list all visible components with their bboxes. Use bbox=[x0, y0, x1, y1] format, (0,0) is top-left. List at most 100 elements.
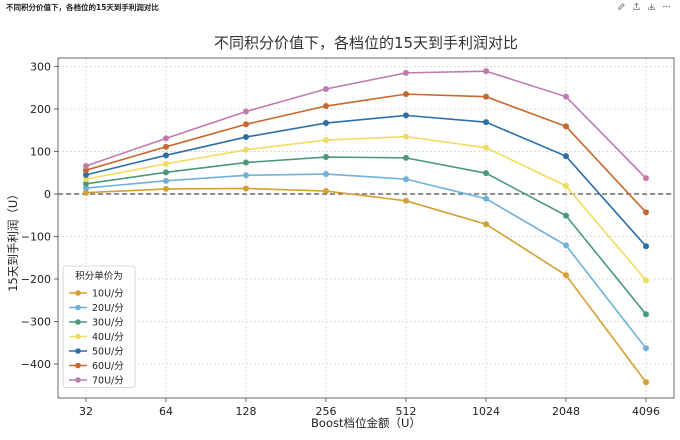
data-point bbox=[243, 134, 249, 141]
data-point bbox=[563, 272, 569, 279]
data-point bbox=[643, 277, 649, 284]
data-point bbox=[563, 242, 569, 249]
data-point bbox=[163, 143, 169, 150]
legend-swatch-marker bbox=[75, 362, 81, 369]
series-line bbox=[85, 173, 647, 349]
data-point bbox=[483, 68, 489, 75]
data-point bbox=[83, 180, 89, 187]
data-point bbox=[83, 185, 89, 192]
data-point bbox=[563, 182, 569, 189]
data-point bbox=[83, 167, 89, 174]
legend-entry-label: 40U/分 bbox=[92, 332, 124, 343]
legend-title: 积分单价为 bbox=[75, 270, 123, 282]
data-point bbox=[643, 311, 649, 318]
data-point bbox=[243, 172, 249, 179]
share-icon[interactable] bbox=[631, 1, 642, 12]
data-point bbox=[323, 120, 329, 127]
data-point bbox=[243, 108, 249, 115]
x-tick-label: 64 bbox=[159, 405, 173, 418]
data-point bbox=[243, 159, 249, 166]
legend-entry-label: 70U/分 bbox=[92, 376, 124, 387]
data-point bbox=[483, 195, 489, 202]
data-point bbox=[403, 154, 409, 161]
data-point bbox=[163, 185, 169, 192]
x-tick-label: 256 bbox=[316, 405, 337, 418]
series-line bbox=[85, 93, 647, 213]
data-point bbox=[163, 160, 169, 167]
data-point bbox=[483, 221, 489, 228]
more-icon[interactable] bbox=[661, 1, 672, 12]
y-tick-label: 300 bbox=[30, 61, 51, 74]
data-point bbox=[323, 154, 329, 161]
data-point bbox=[83, 171, 89, 178]
data-point bbox=[403, 197, 409, 204]
x-tick-label: 4096 bbox=[632, 405, 660, 418]
data-point bbox=[643, 209, 649, 216]
legend-entry-label: 50U/分 bbox=[92, 347, 124, 358]
series-line bbox=[85, 70, 647, 179]
legend-swatch-marker bbox=[75, 377, 81, 383]
series-line bbox=[85, 114, 647, 247]
legend-entry-label: 30U/分 bbox=[92, 318, 124, 329]
series-line bbox=[85, 156, 647, 315]
data-point bbox=[323, 137, 329, 144]
data-point bbox=[403, 112, 409, 119]
legend-swatch-marker bbox=[75, 304, 81, 311]
toolbar bbox=[616, 1, 672, 12]
x-tick-label: 2048 bbox=[552, 405, 580, 418]
legend-swatch-marker bbox=[75, 290, 81, 296]
series-line bbox=[85, 135, 647, 281]
data-point bbox=[563, 212, 569, 219]
data-point bbox=[643, 345, 649, 352]
data-point bbox=[163, 135, 169, 142]
y-tick-label: −300 bbox=[21, 316, 51, 329]
data-point bbox=[483, 170, 489, 177]
data-point bbox=[643, 243, 649, 250]
legend-swatch-marker bbox=[75, 319, 81, 325]
data-point bbox=[243, 146, 249, 153]
line-chart: 不同积分价值下，各档位的15天到手利润对比 Boost档位金额（U） 15天到手… bbox=[6, 34, 675, 430]
page-title: 不同积分价值下，各档位的15天到手利润对比 bbox=[6, 3, 159, 12]
series-line bbox=[85, 187, 647, 383]
y-tick-label: −100 bbox=[21, 231, 51, 244]
x-tick-label: 128 bbox=[236, 405, 257, 418]
data-point bbox=[83, 162, 89, 169]
data-point bbox=[323, 103, 329, 110]
data-point bbox=[163, 152, 169, 159]
x-tick-label: 512 bbox=[396, 405, 417, 418]
chart-title: 不同积分价值下，各档位的15天到手利润对比 bbox=[214, 34, 518, 52]
data-point bbox=[323, 188, 329, 195]
data-point bbox=[563, 153, 569, 160]
data-point bbox=[163, 177, 169, 184]
data-point bbox=[403, 133, 409, 140]
data-point bbox=[483, 144, 489, 151]
data-point bbox=[403, 176, 409, 183]
data-point bbox=[643, 175, 649, 182]
x-tick-label: 1024 bbox=[472, 405, 500, 418]
data-point bbox=[483, 93, 489, 100]
data-point bbox=[83, 176, 89, 183]
data-point bbox=[563, 93, 569, 100]
download-icon[interactable] bbox=[646, 1, 657, 12]
data-point bbox=[243, 185, 249, 192]
data-point bbox=[403, 91, 409, 98]
x-axis-label: Boost档位金额（U） bbox=[311, 416, 421, 430]
data-point bbox=[483, 119, 489, 126]
data-point bbox=[643, 379, 649, 386]
plot-area: 300 200 100 0 −100 −200 −300 −400 32 64 128 256 512 1… bbox=[21, 57, 675, 418]
data-point bbox=[403, 69, 409, 76]
legend-swatch-marker bbox=[75, 348, 81, 354]
data-point bbox=[563, 123, 569, 130]
legend-swatch-marker bbox=[75, 333, 81, 340]
data-point bbox=[243, 121, 249, 128]
legend-entry-label: 20U/分 bbox=[92, 303, 124, 314]
data-point bbox=[323, 86, 329, 93]
data-point bbox=[83, 189, 89, 196]
legend: 积分单价为 10U/分 20U/分 30U/分 40U/分 50U/分 60U/分 70U/分 bbox=[62, 265, 136, 388]
edit-icon[interactable] bbox=[616, 1, 627, 12]
data-point bbox=[163, 169, 169, 176]
y-tick-label: −400 bbox=[21, 358, 51, 371]
y-axis-label: 15天到手利润（U） bbox=[6, 188, 20, 292]
y-tick-label: −200 bbox=[21, 273, 51, 286]
legend-entry-label: 60U/分 bbox=[92, 361, 124, 372]
